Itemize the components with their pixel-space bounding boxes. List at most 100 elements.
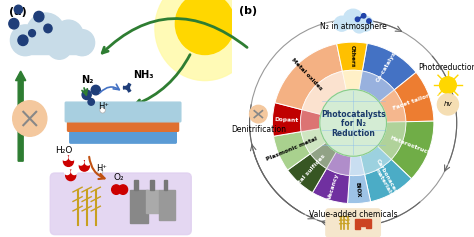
Circle shape	[27, 13, 65, 53]
Bar	[159, 190, 175, 220]
Circle shape	[356, 17, 360, 22]
Circle shape	[18, 35, 28, 46]
Wedge shape	[360, 146, 391, 174]
Text: BiOX: BiOX	[355, 182, 361, 197]
Circle shape	[320, 90, 386, 156]
Circle shape	[14, 5, 22, 14]
Text: N₂: N₂	[81, 75, 93, 85]
Text: hv: hv	[444, 101, 452, 107]
Circle shape	[44, 24, 52, 33]
Text: Plasmonic metal: Plasmonic metal	[265, 136, 318, 161]
Circle shape	[91, 85, 100, 95]
Text: O₂: O₂	[114, 173, 125, 182]
Wedge shape	[359, 71, 394, 102]
Circle shape	[85, 159, 91, 165]
Wedge shape	[312, 168, 349, 203]
Circle shape	[88, 99, 94, 105]
Wedge shape	[379, 90, 406, 122]
Text: Metal oxides: Metal oxides	[291, 58, 324, 92]
Circle shape	[78, 159, 83, 165]
Wedge shape	[337, 42, 367, 71]
Wedge shape	[342, 70, 362, 90]
Circle shape	[118, 185, 128, 194]
FancyArrow shape	[16, 71, 26, 161]
Text: Reduction: Reduction	[331, 129, 375, 138]
Wedge shape	[377, 122, 406, 159]
FancyBboxPatch shape	[65, 102, 181, 122]
Text: Vacancy: Vacancy	[327, 173, 340, 201]
Wedge shape	[301, 128, 326, 154]
Circle shape	[98, 169, 103, 174]
Text: Co-catalyst: Co-catalyst	[375, 48, 399, 83]
Text: (a): (a)	[9, 7, 27, 17]
Circle shape	[334, 16, 349, 31]
Circle shape	[362, 14, 366, 18]
Text: Others: Others	[349, 45, 355, 68]
Bar	[146, 190, 159, 213]
Circle shape	[28, 30, 36, 37]
Bar	[366, 219, 371, 228]
Wedge shape	[273, 132, 310, 170]
Wedge shape	[327, 152, 351, 175]
Wedge shape	[310, 142, 337, 168]
Text: Carbonaceous
materials: Carbonaceous materials	[370, 158, 402, 204]
Circle shape	[249, 105, 267, 123]
Text: NH₃: NH₃	[133, 70, 154, 80]
Bar	[164, 180, 167, 190]
Text: for N₂: for N₂	[341, 119, 365, 128]
Circle shape	[367, 19, 371, 23]
Circle shape	[64, 156, 73, 166]
Text: Heterostructure: Heterostructure	[389, 135, 441, 159]
Wedge shape	[347, 174, 371, 204]
Circle shape	[358, 16, 373, 31]
Text: Photocatalysts: Photocatalysts	[321, 109, 385, 118]
Circle shape	[13, 101, 47, 136]
Circle shape	[175, 0, 235, 55]
Text: N₂ in atmosphere: N₂ in atmosphere	[320, 22, 386, 31]
Circle shape	[47, 33, 72, 59]
Text: Facet tailoring: Facet tailoring	[392, 89, 439, 111]
Circle shape	[122, 90, 127, 96]
Circle shape	[131, 85, 136, 90]
Circle shape	[124, 83, 132, 92]
FancyBboxPatch shape	[50, 173, 191, 235]
Circle shape	[72, 169, 77, 174]
Text: Metal sulfides: Metal sulfides	[291, 153, 326, 191]
Circle shape	[353, 20, 366, 33]
FancyBboxPatch shape	[338, 21, 368, 29]
Circle shape	[54, 20, 83, 51]
Bar	[361, 219, 365, 226]
Wedge shape	[273, 103, 302, 136]
FancyBboxPatch shape	[70, 126, 176, 143]
Bar	[150, 180, 154, 190]
Circle shape	[70, 30, 95, 56]
Circle shape	[344, 9, 363, 28]
Wedge shape	[349, 155, 365, 176]
Wedge shape	[362, 43, 416, 90]
Wedge shape	[394, 72, 434, 122]
Wedge shape	[301, 110, 321, 132]
Circle shape	[122, 80, 127, 85]
Circle shape	[9, 18, 19, 29]
Text: Value-added chemicals: Value-added chemicals	[309, 210, 397, 219]
FancyBboxPatch shape	[326, 209, 380, 237]
FancyBboxPatch shape	[21, 34, 89, 55]
Text: Photoreduction: Photoreduction	[419, 63, 474, 72]
Bar	[135, 180, 138, 190]
Bar	[355, 219, 360, 229]
Text: Dopant: Dopant	[274, 117, 299, 123]
Wedge shape	[288, 154, 327, 193]
Circle shape	[439, 77, 456, 93]
Text: (b): (b)	[239, 6, 257, 16]
Wedge shape	[302, 71, 346, 114]
Circle shape	[34, 11, 44, 22]
Text: H⁺: H⁺	[96, 164, 107, 173]
Circle shape	[112, 185, 121, 194]
Circle shape	[82, 90, 91, 100]
Text: H₂O: H₂O	[55, 146, 72, 155]
Wedge shape	[275, 44, 342, 110]
Circle shape	[155, 0, 255, 81]
Circle shape	[100, 107, 105, 113]
Bar	[130, 190, 148, 223]
Text: H⁺: H⁺	[98, 102, 109, 111]
